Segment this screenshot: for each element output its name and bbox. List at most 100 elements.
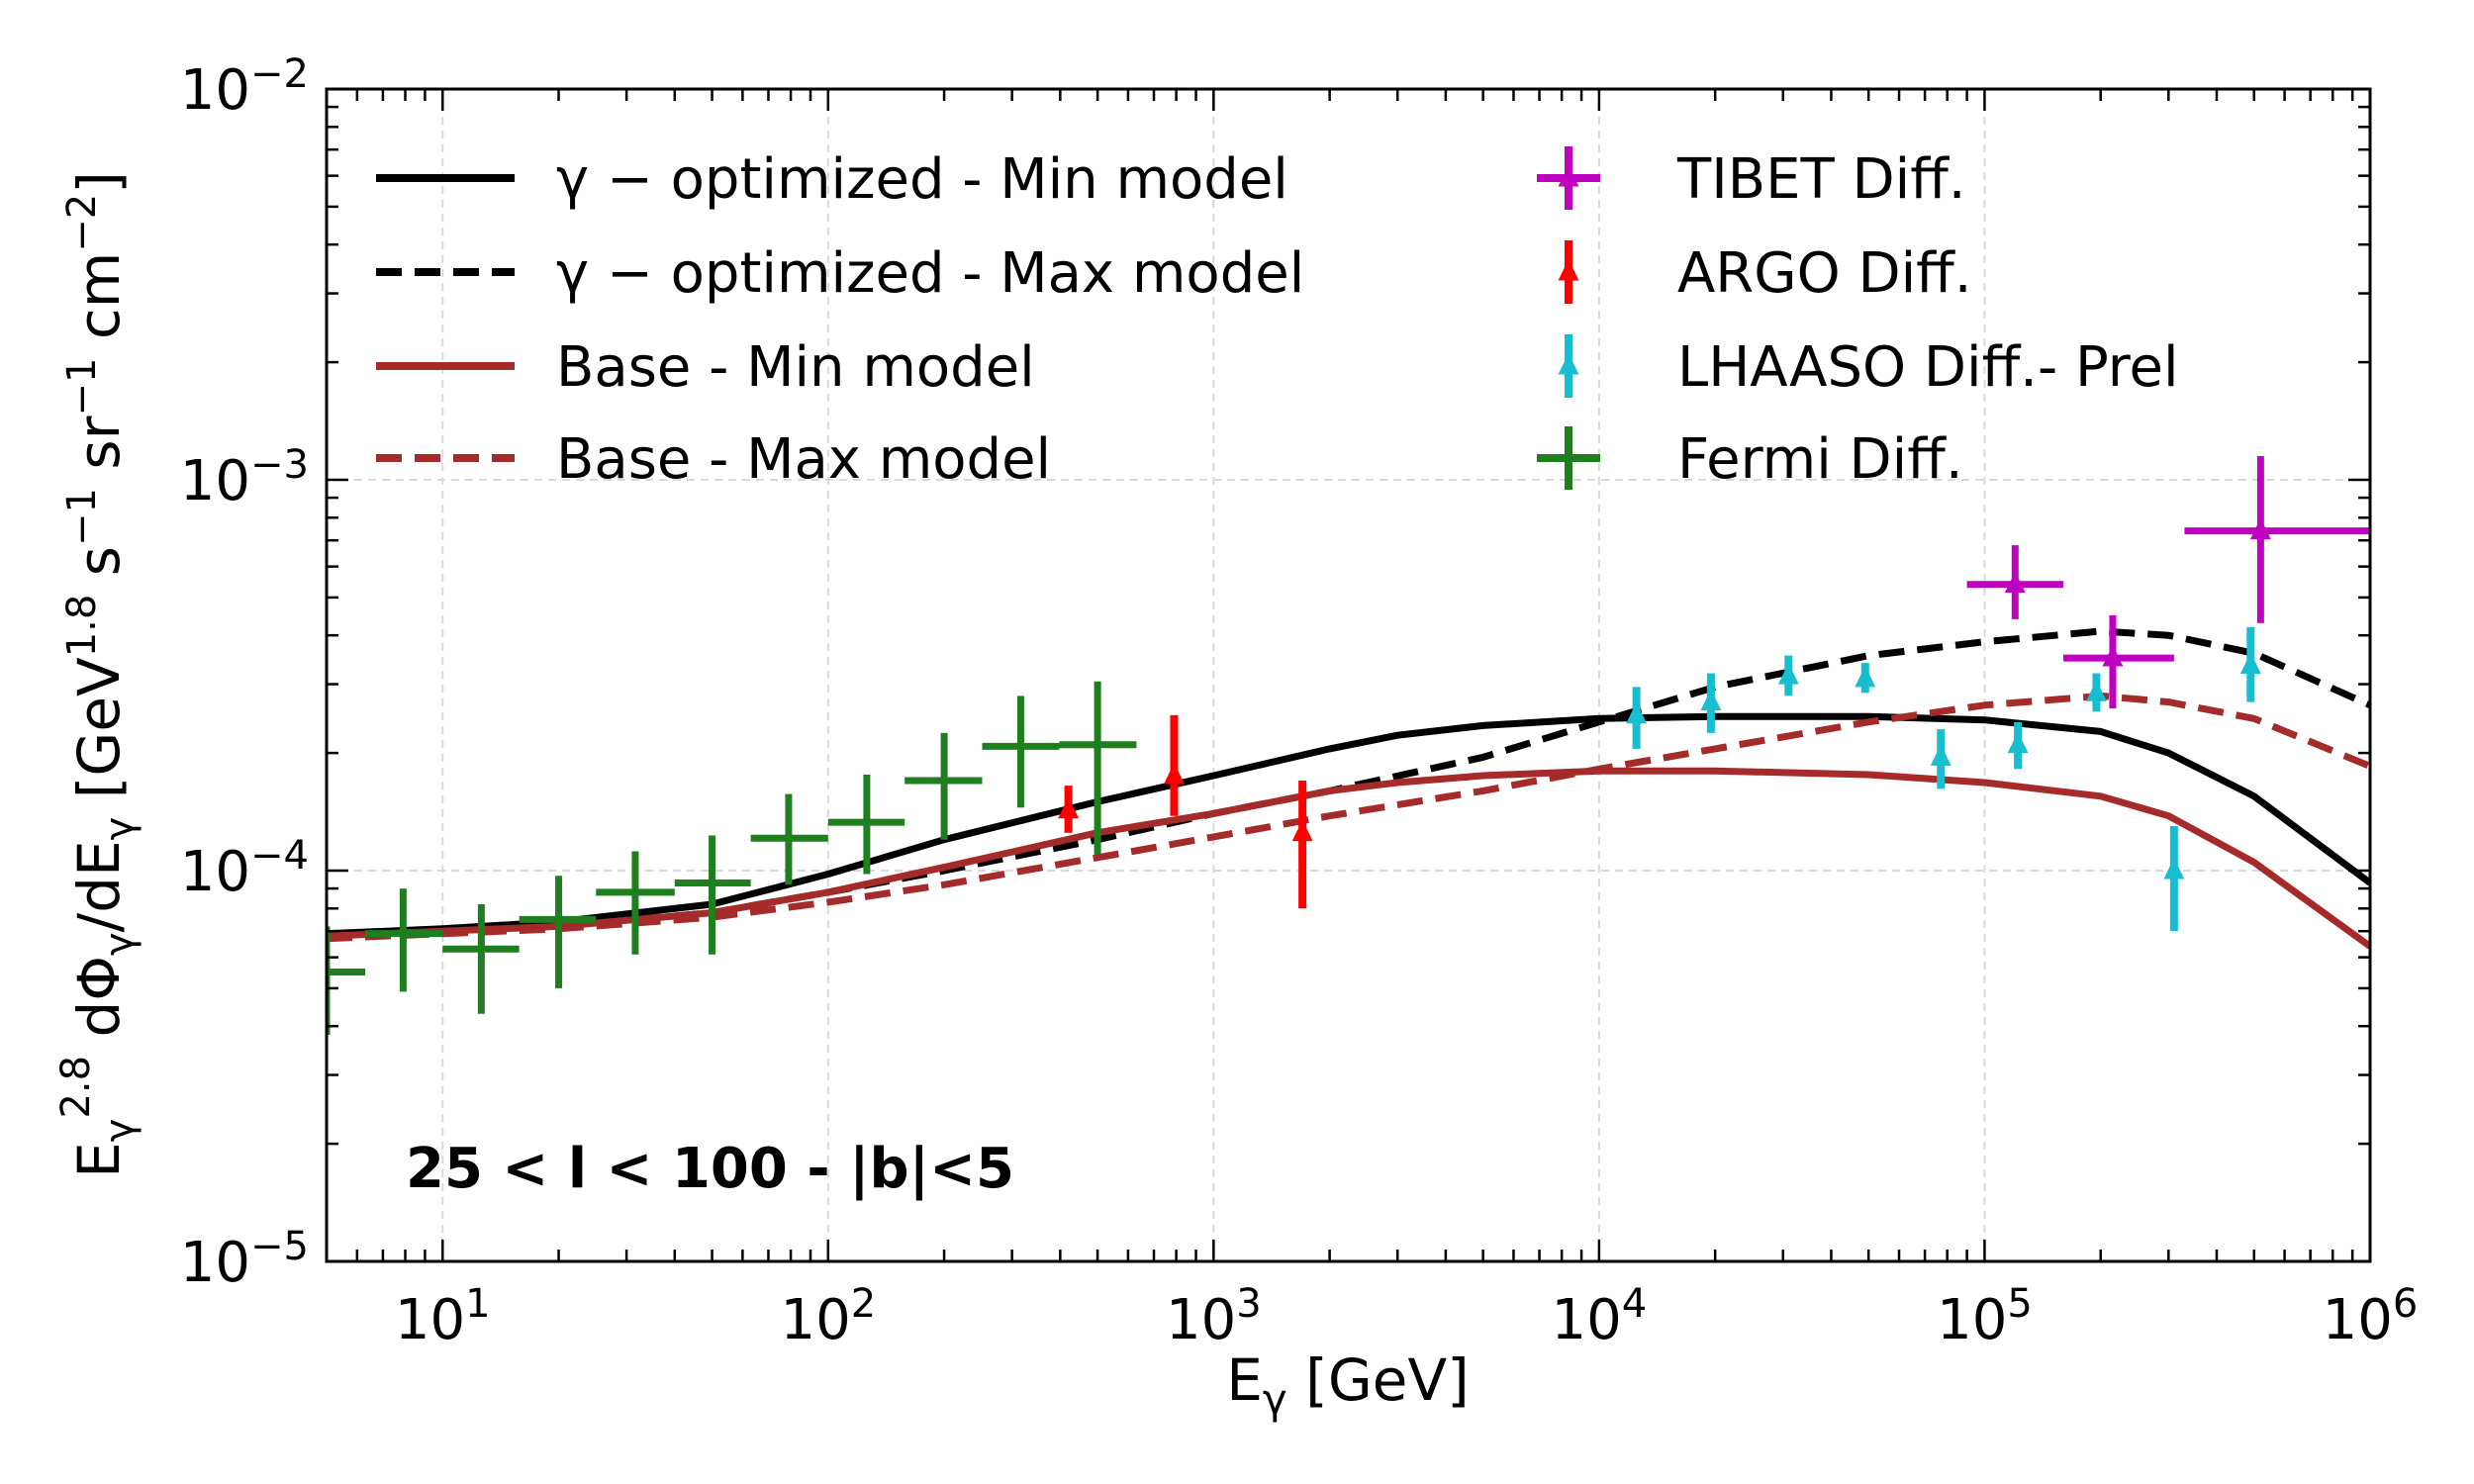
x-axis-title: Eγ [GeV] [1226,1346,1470,1424]
legend-label: Fermi Diff. [1677,427,1963,492]
y-tick-label-base: 10 [180,58,250,123]
y-title-part: γ [97,817,143,841]
x-tick-label: 103 [1166,1281,1262,1352]
data-point-marker [1930,744,1951,766]
y-tick-label: 10−5 [180,1224,309,1295]
y-title-part: sr [65,416,133,488]
data-point-marker [2249,517,2271,540]
x-tick-label-base: 10 [1552,1288,1622,1352]
data-point-marker [476,944,487,955]
data-point-marker [1164,763,1185,785]
x-tick-label-exp: 4 [1622,1281,1647,1327]
data-point-marker [1855,665,1876,688]
y-title-part: γ [97,1119,143,1143]
data-point-marker [1093,739,1103,750]
y-title-part: −1 [59,488,105,546]
x-title-sub: γ [1263,1375,1287,1424]
y-tick-label-exp: −4 [250,833,309,879]
data-point-marker [2239,652,2261,675]
data-points [327,456,2370,1035]
series-line [327,692,2370,943]
y-title-part: 1.8 [59,595,105,658]
legend-label: Base - Max model [556,427,1051,492]
y-title-part: E [65,1142,133,1178]
y-title-part: γ [97,932,143,956]
x-tick-label-base: 10 [395,1288,465,1352]
x-tick-label: 102 [780,1281,876,1352]
x-tick-label-exp: 3 [1236,1281,1261,1327]
data-point-marker [939,775,950,786]
data-point-marker [2004,571,2026,594]
data-point-marker [2163,858,2185,880]
x-tick-label-base: 10 [780,1288,850,1352]
legend-label: LHAASO Diff.- Prel [1677,335,2179,400]
data-point-marker [783,833,794,844]
data-point-marker [398,928,409,939]
y-tick-label-exp: −5 [250,1224,309,1269]
grid [327,89,2370,1261]
y-title-part: −1 [59,358,105,417]
data-point-marker [707,878,717,888]
x-tick-label-base: 10 [2323,1288,2393,1352]
x-tick-label-base: 10 [1937,1288,2007,1352]
legend-label: TIBET Diff. [1676,147,1966,212]
y-tick-label-base: 10 [180,1231,250,1295]
x-title-part: [GeV] [1287,1346,1470,1414]
y-tick-label: 10−2 [180,51,309,123]
legend-label: γ − optimized - Max model [556,241,1304,306]
y-tick-label-exp: −3 [250,442,309,488]
x-tick-label-exp: 6 [2393,1281,2418,1327]
plot-frame [325,87,2372,1263]
data-point-marker [861,817,872,828]
data-point-marker [1291,819,1313,842]
x-tick-label-exp: 1 [465,1281,490,1327]
y-title-part: [GeV [65,657,133,817]
y-axis-title: Eγ2.8 dΦγ/dEγ [GeV1.8 s−1 sr−1 cm−2] [53,171,143,1178]
y-tick-label-base: 10 [180,449,250,513]
y-tick-label: 10−3 [180,442,309,513]
data-point-marker [629,886,640,897]
data-point-marker [1777,663,1799,685]
y-title-part: s [65,546,133,595]
y-title-part: −2 [59,194,105,252]
x-tick-label: 101 [395,1281,491,1352]
point-set [1966,456,2370,709]
legend-label: Base - Min model [556,335,1035,400]
data-point-marker [1058,796,1079,819]
data-point-marker [1700,689,1722,711]
x-tick-label-exp: 2 [851,1281,876,1327]
y-title-part: ] [65,171,133,194]
x-tick-label: 106 [2323,1281,2419,1352]
region-annotation: 25 < l < 100 - |b|<5 [406,1137,1014,1201]
legend-marker [1558,259,1579,281]
data-point-marker [2086,680,2107,701]
x-tick-label-base: 10 [1166,1288,1236,1352]
x-tick-label: 105 [1937,1281,2033,1352]
legend-label: γ − optimized - Min model [556,147,1288,212]
data-point-marker [553,914,564,925]
data-point-marker [1626,701,1648,724]
y-tick-label-base: 10 [180,840,250,904]
x-title-part: E [1226,1346,1263,1414]
y-tick-label: 10−4 [180,833,309,904]
data-point-marker [2007,731,2029,754]
legend: γ − optimized - Min model γ − optimized -… [376,146,2179,492]
axis-ticks [325,87,2372,1263]
data-point-marker [1015,741,1026,752]
y-tick-label-exp: −2 [250,51,309,97]
y-title-part: 2.8 [53,1056,99,1119]
legend-label: ARGO Diff. [1677,241,1972,306]
point-set [327,681,1137,1035]
y-title-part: cm [65,252,133,358]
x-tick-label-exp: 5 [2007,1281,2032,1327]
legend-marker [1558,353,1579,375]
x-tick-label: 104 [1552,1281,1648,1352]
point-set [1058,714,1313,909]
y-title-part: dΦ [65,956,133,1056]
y-title-part: /dE [65,840,133,932]
legend-marker [1558,165,1579,187]
point-set [1626,626,2261,932]
data-point-marker [2102,645,2124,667]
